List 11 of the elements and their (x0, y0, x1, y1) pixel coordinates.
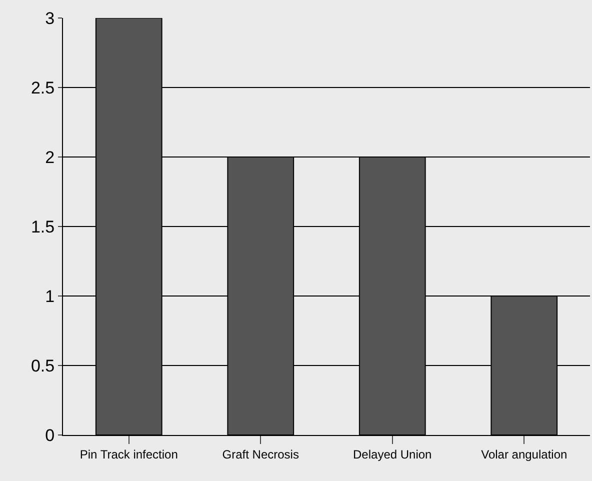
y-tick-label: 1 (45, 286, 55, 306)
y-tick-label: 0 (45, 426, 55, 445)
y-tick-label: 0.5 (30, 356, 55, 376)
x-tick-label: Pin Track infection (80, 447, 178, 462)
x-tick-label: Delayed Union (353, 447, 432, 462)
x-tick-label: Volar angulation (481, 447, 568, 462)
y-tick-label: 2.5 (30, 78, 55, 98)
x-tick-label: Graft Necrosis (222, 447, 299, 462)
y-tick-label: 3 (45, 8, 55, 28)
y-tick-label: 2 (45, 148, 55, 167)
y-tick-label: 1.5 (30, 217, 55, 236)
